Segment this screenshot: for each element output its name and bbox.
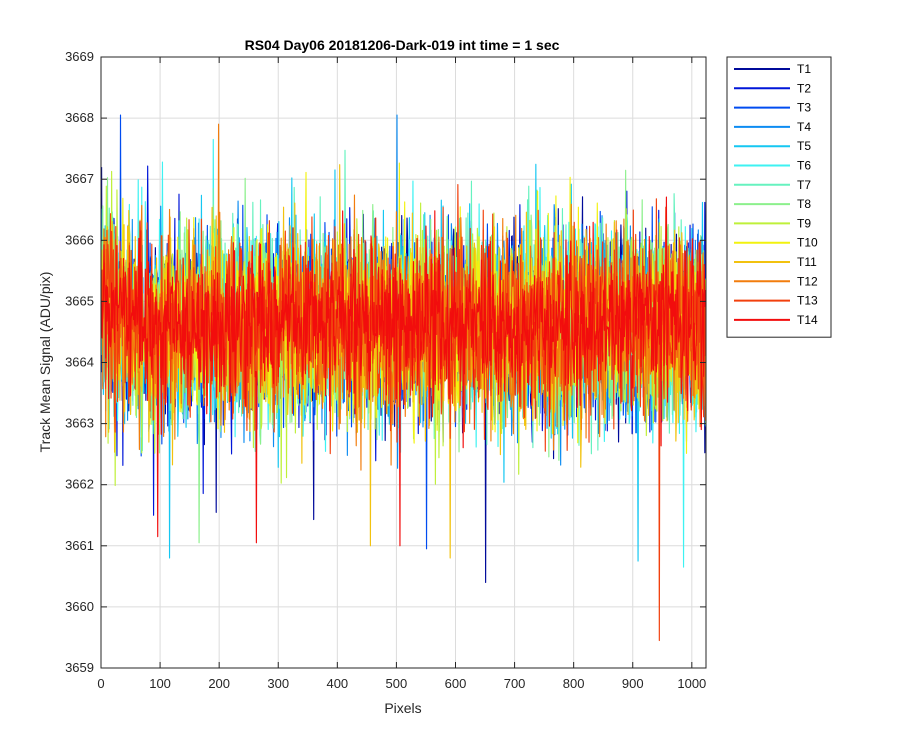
x-axis-label: Pixels [384,700,421,716]
series-line-t14 [101,196,706,547]
legend-box [726,56,832,338]
y-tick-label: 3662 [65,477,94,492]
x-tick-label: 800 [563,676,585,691]
y-tick-label: 3666 [65,232,94,247]
chart-title: RS04 Day06 20181206-Dark-019 int time = … [245,37,560,53]
x-tick-label: 700 [504,676,526,691]
x-tick-label: 100 [149,676,171,691]
y-tick-label: 3659 [65,660,94,675]
y-tick-label: 3663 [65,416,94,431]
y-axis-label: Track Mean Signal (ADU/pix) [37,272,53,453]
x-tick-label: 500 [386,676,408,691]
legend-label-t10: T10 [797,236,818,250]
legend-label-t1: T1 [797,62,811,76]
legend-label-t3: T3 [797,101,811,115]
legend-label-t14: T14 [797,313,818,327]
x-tick-label: 400 [326,676,348,691]
y-tick-label: 3669 [65,49,94,64]
x-tick-label: 1000 [677,676,706,691]
legend-label-t6: T6 [797,159,811,173]
axis-ticks: 0 100 200 300 400 500 600 700 800 900 1000 3659 3660… [65,49,706,691]
x-tick-label: 900 [622,676,644,691]
y-tick-label: 3660 [65,599,94,614]
x-tick-label: 300 [267,676,289,691]
legend-label-t9: T9 [797,216,811,230]
x-tick-label: 0 [97,676,104,691]
y-tick-label: 3668 [65,110,94,125]
legend-label-t4: T4 [797,120,811,134]
legend-label-t2: T2 [797,81,811,95]
series-group [101,114,706,642]
plot-series [101,114,706,642]
legend-label-t13: T13 [797,294,818,308]
legend-label-t12: T12 [797,274,818,288]
x-tick-label: 200 [208,676,230,691]
legend-label-t7: T7 [797,178,811,192]
legend: T1 T2 T3 T4 T5 T6 T7 T8 T9 T10 T11 T12 T13 T14 [726,56,832,338]
y-tick-label: 3667 [65,171,94,186]
legend-label-t11: T11 [797,255,817,269]
legend-label-t8: T8 [797,197,811,211]
legend-label-t5: T5 [797,139,811,153]
x-tick-label: 600 [445,676,467,691]
y-tick-label: 3664 [65,355,94,370]
y-tick-label: 3665 [65,293,94,308]
y-tick-label: 3661 [65,538,94,553]
